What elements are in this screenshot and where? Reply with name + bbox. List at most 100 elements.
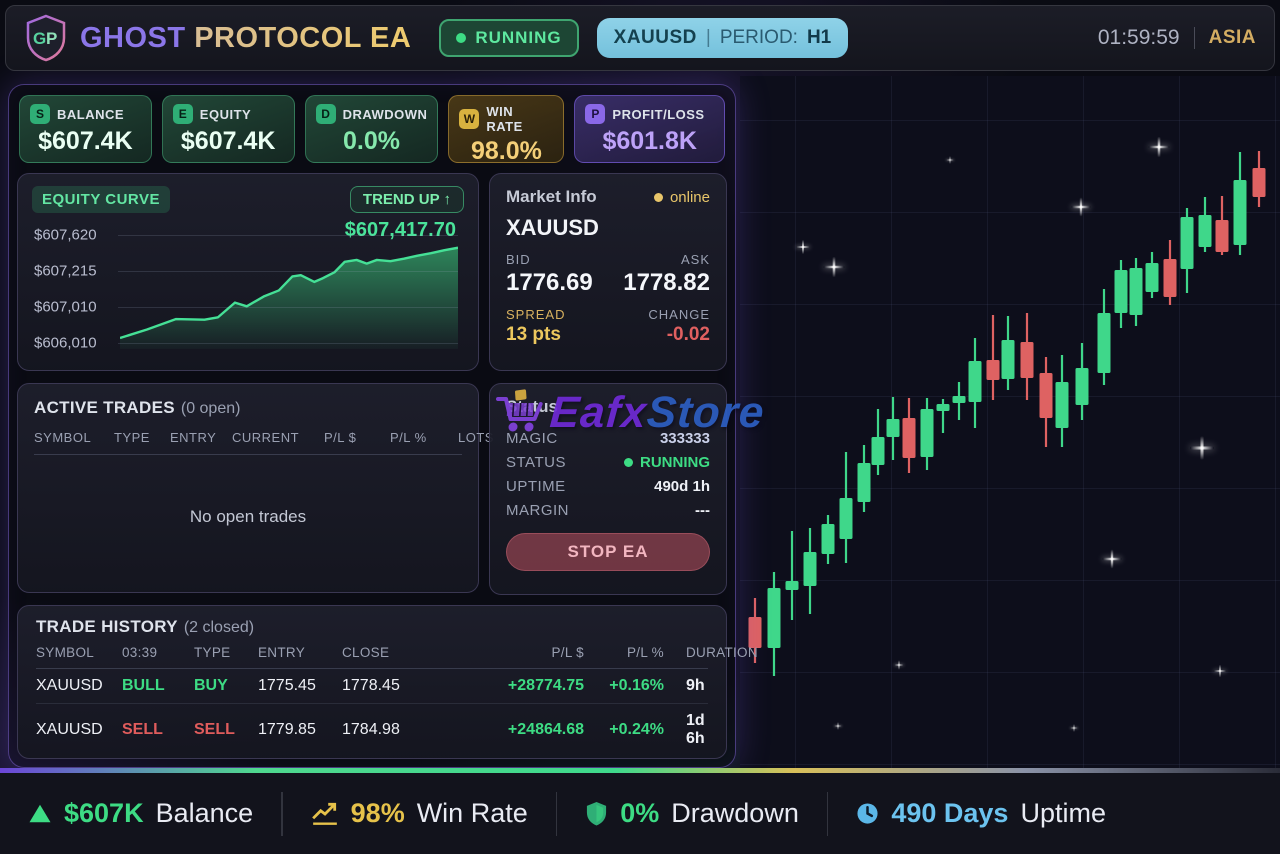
online-dot-icon [653,192,663,202]
footer-item-label: Drawdown [671,798,799,828]
history-cell: SELL [122,721,163,738]
equity-gridline [118,235,458,236]
market-info-title: Market Info [506,187,597,206]
history-cell: 1784.98 [342,721,400,738]
active-trades-panel: ACTIVE TRADES (0 open) SYMBOL TYPE ENTRY CUR… [17,383,493,593]
market-info-panel: Market Info online XAUUSD BID 1776.69 AS… [489,173,727,371]
online-indicator: online [653,189,710,206]
trade-history-count: (2 closed) [183,619,255,636]
equity-axis-label: $607,215 [34,262,97,280]
equity-curve-title: EQUITY CURVE [32,186,170,213]
dashboard-panel: S BALANCE $607.4K E EQUITY $607.4K D DRAWDOWN 0.… [8,84,758,768]
stop-ea-button[interactable]: STOP EA [506,533,710,571]
app-logo-shield-icon: G P [26,14,66,62]
no-open-trades-message: No open trades [189,506,307,526]
running-label: RUNNING [475,28,562,47]
stat-card-drawdown: D DRAWDOWN 0.0% [304,95,439,163]
status-row-status: STATUS RUNNING [506,450,710,474]
footer-item-win-rate: 98% Win Rate [311,798,528,829]
active-trades-column-symbol: SYMBOL [34,430,92,445]
trade-history-title: TRADE HISTORY [36,617,178,636]
badge-separator: | [705,27,711,48]
stat-card-value: 0.0% [343,127,400,155]
history-cell: 1778.45 [342,677,400,694]
footer-item-drawdown: 0% Drawdown [585,798,799,829]
trade-history-row: XAUUSD SELL SELL 1779.85 1784.98 +24864.68 +0.… [36,704,708,756]
status-row-label: STATUS [506,453,566,471]
change-label: CHANGE [648,307,710,322]
history-cell: 1d 6h [686,712,705,747]
period-label: PERIOD: [719,27,798,48]
footer-items: $607K Balance 98% Win Rate 0% Drawdown 490 Day… [28,791,1134,836]
candles-svg [748,151,1266,676]
status-row-margin: MARGIN --- [506,498,710,522]
ask-cell: ASK 1778.82 [623,252,710,297]
history-cell: BUY [194,677,228,694]
history-cell: +24864.68 [507,721,584,738]
history-cell: +28774.75 [507,677,584,694]
shield-icon-wrap [585,801,608,826]
clock-icon-wrap [856,802,879,825]
session-label: ASIA [1208,27,1256,48]
status-row-uptime: UPTIME 490d 1h [506,474,710,498]
spread-cell: SPREAD 13 pts [506,307,565,346]
active-trades-header-row: SYMBOL TYPE ENTRY CURRENT P/L $ P/L % LOTS [34,430,493,455]
active-trades-column-p-l-%: P/L % [390,430,427,445]
footer-item-value: 490 Days [891,798,1009,828]
history-cell: +0.16% [609,677,664,694]
app-title-primary: GHOST [80,21,186,54]
shield-icon [587,802,607,826]
stat-card-label-row: S BALANCE [30,104,141,124]
stat-card-label-row: E EQUITY [172,104,284,124]
history-cell: +0.24% [609,721,664,738]
footer-item-value: 98% [350,798,405,828]
equity-gridline [118,271,458,272]
top-bar: G P GHOST PROTOCOL EA RUNNING XAUUSD | P… [5,5,1275,71]
active-trades-column-lots: LOTS [458,430,494,445]
history-column-header: P/L $ [551,645,584,660]
app-title-secondary: PROTOCOL EA [194,21,412,54]
history-column-header: DURATION [686,645,758,660]
history-column-header: TYPE [194,645,231,660]
status-row-value: --- [695,501,710,519]
market-symbol: XAUUSD [506,215,599,240]
status-title: Status [506,397,558,416]
candlestick-chart [740,76,1280,773]
footer-stats-bar: $607K Balance 98% Win Rate 0% Drawdown 490 Day… [0,768,1280,854]
topbar-right: 01:59:59 ASIA [1098,26,1256,50]
ask-value: 1778.82 [623,269,710,296]
history-cell: 9h [686,677,705,694]
trade-history-header-row: SYMBOL 03:39 TYPE ENTRY CLOSE P/L $ P/L % DURAT… [36,645,758,669]
status-row-label: UPTIME [506,477,566,495]
topbar-divider [1193,27,1195,49]
bid-value: 1776.69 [506,269,593,296]
status-row-value: 333333 [659,429,710,447]
logo-letter-g: G [33,29,46,48]
equity-latest-value: $607,417.70 [344,219,456,241]
active-trades-column-current: CURRENT [232,430,300,445]
stat-card-profit-loss: P PROFIT/LOSS $601.8K [574,95,725,163]
app-title: GHOST PROTOCOL EA [80,22,411,55]
stat-card-label-row: W WIN RATE [459,104,553,134]
period-value: H1 [806,27,832,48]
triangle-up-icon [29,804,51,823]
equity-curve-panel: EQUITY CURVE TREND UP ↑ $607,417.70 $607… [17,173,479,371]
stat-card-label: WIN RATE [486,104,523,134]
stat-chip-icon: W [459,109,480,129]
stat-card-value: 98.0% [470,137,542,165]
history-cell: XAUUSD [36,677,103,694]
stat-card-value: $607.4K [38,127,133,155]
running-status-badge: RUNNING [439,19,579,57]
status-rows: MAGIC 333333 STATUS RUNNING UPTIME 490d 1h MAR… [506,426,710,522]
spread-value: 13 pts [506,324,561,345]
bid-label: BID [506,252,531,267]
footer-item-label: Uptime [1020,798,1106,828]
history-column-header: SYMBOL [36,645,95,660]
status-row-magic: MAGIC 333333 [506,426,710,450]
footer-item-label: Win Rate [416,798,528,828]
stat-card-value: $607.4K [180,127,276,155]
stats-row: S BALANCE $607.4K E EQUITY $607.4K D DRAWDOWN 0.… [19,95,725,165]
footer-gradient-bar [0,768,1280,773]
stat-chip-icon: P [585,104,606,124]
status-running-text: RUNNING [640,453,710,471]
